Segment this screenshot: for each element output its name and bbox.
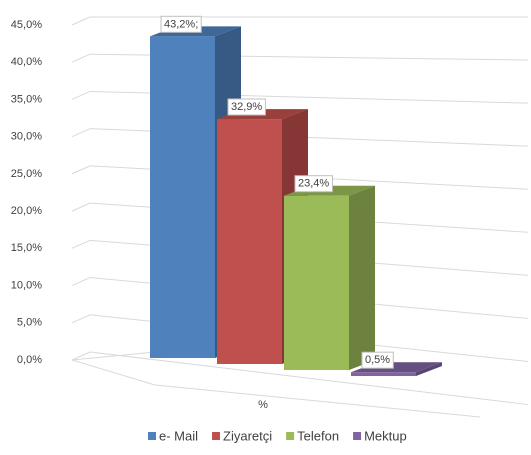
floor-edge <box>71 359 156 386</box>
grid-line <box>71 202 91 212</box>
value-label: 0,5% <box>365 354 390 366</box>
y-tick-label: 0,0% <box>17 354 42 366</box>
value-label-box <box>160 15 202 33</box>
y-tick-label: 30,0% <box>11 131 42 143</box>
grid-line <box>71 351 91 361</box>
y-tick-label: 25,0% <box>11 168 42 180</box>
legend-label: Mektup <box>364 428 407 443</box>
bar <box>217 119 282 364</box>
grid-line <box>71 277 91 287</box>
floor-edge <box>71 351 156 361</box>
bar <box>351 372 416 376</box>
value-label-box <box>227 98 266 116</box>
legend-swatch <box>286 432 295 440</box>
y-tick-label: 20,0% <box>11 205 42 217</box>
grid-line <box>71 90 91 100</box>
bar-side-shade <box>416 362 442 376</box>
y-tick-label: 35,0% <box>11 93 42 105</box>
bar-group: 23,4% <box>284 175 375 370</box>
bar-side-shade <box>349 185 375 370</box>
y-tick-label: 45,0% <box>11 19 42 31</box>
value-label: 23,4% <box>298 178 329 190</box>
bar <box>150 36 215 359</box>
grid-line <box>71 128 91 138</box>
bar <box>284 195 349 370</box>
grid-line <box>71 314 91 324</box>
bar-side <box>416 362 442 376</box>
legend-label: e- Mail <box>159 428 198 443</box>
legend-swatch <box>148 432 156 440</box>
value-label: 43,2%; <box>164 18 198 30</box>
legend-swatch <box>353 432 362 440</box>
value-label-box <box>361 351 394 369</box>
floor-edge <box>154 384 481 418</box>
value-label: 32,9% <box>231 101 262 113</box>
grid-line <box>71 53 91 63</box>
y-tick-label: 40,0% <box>11 56 42 68</box>
bar-group: 0,5% <box>351 351 442 376</box>
legend-label: Telefon <box>297 428 339 443</box>
x-tick-label: % <box>258 399 268 411</box>
grid-line <box>71 16 91 26</box>
grid-line <box>71 239 91 249</box>
legend-label: Ziyaretçi <box>223 428 272 443</box>
grid-line <box>71 165 91 175</box>
y-tick-label: 15,0% <box>11 242 42 254</box>
legend-swatch <box>212 432 221 440</box>
value-label-box <box>294 175 333 193</box>
grid-line <box>89 351 529 406</box>
y-tick-label: 5,0% <box>17 317 42 329</box>
bar-side <box>349 185 375 370</box>
y-tick-label: 10,0% <box>11 279 42 291</box>
